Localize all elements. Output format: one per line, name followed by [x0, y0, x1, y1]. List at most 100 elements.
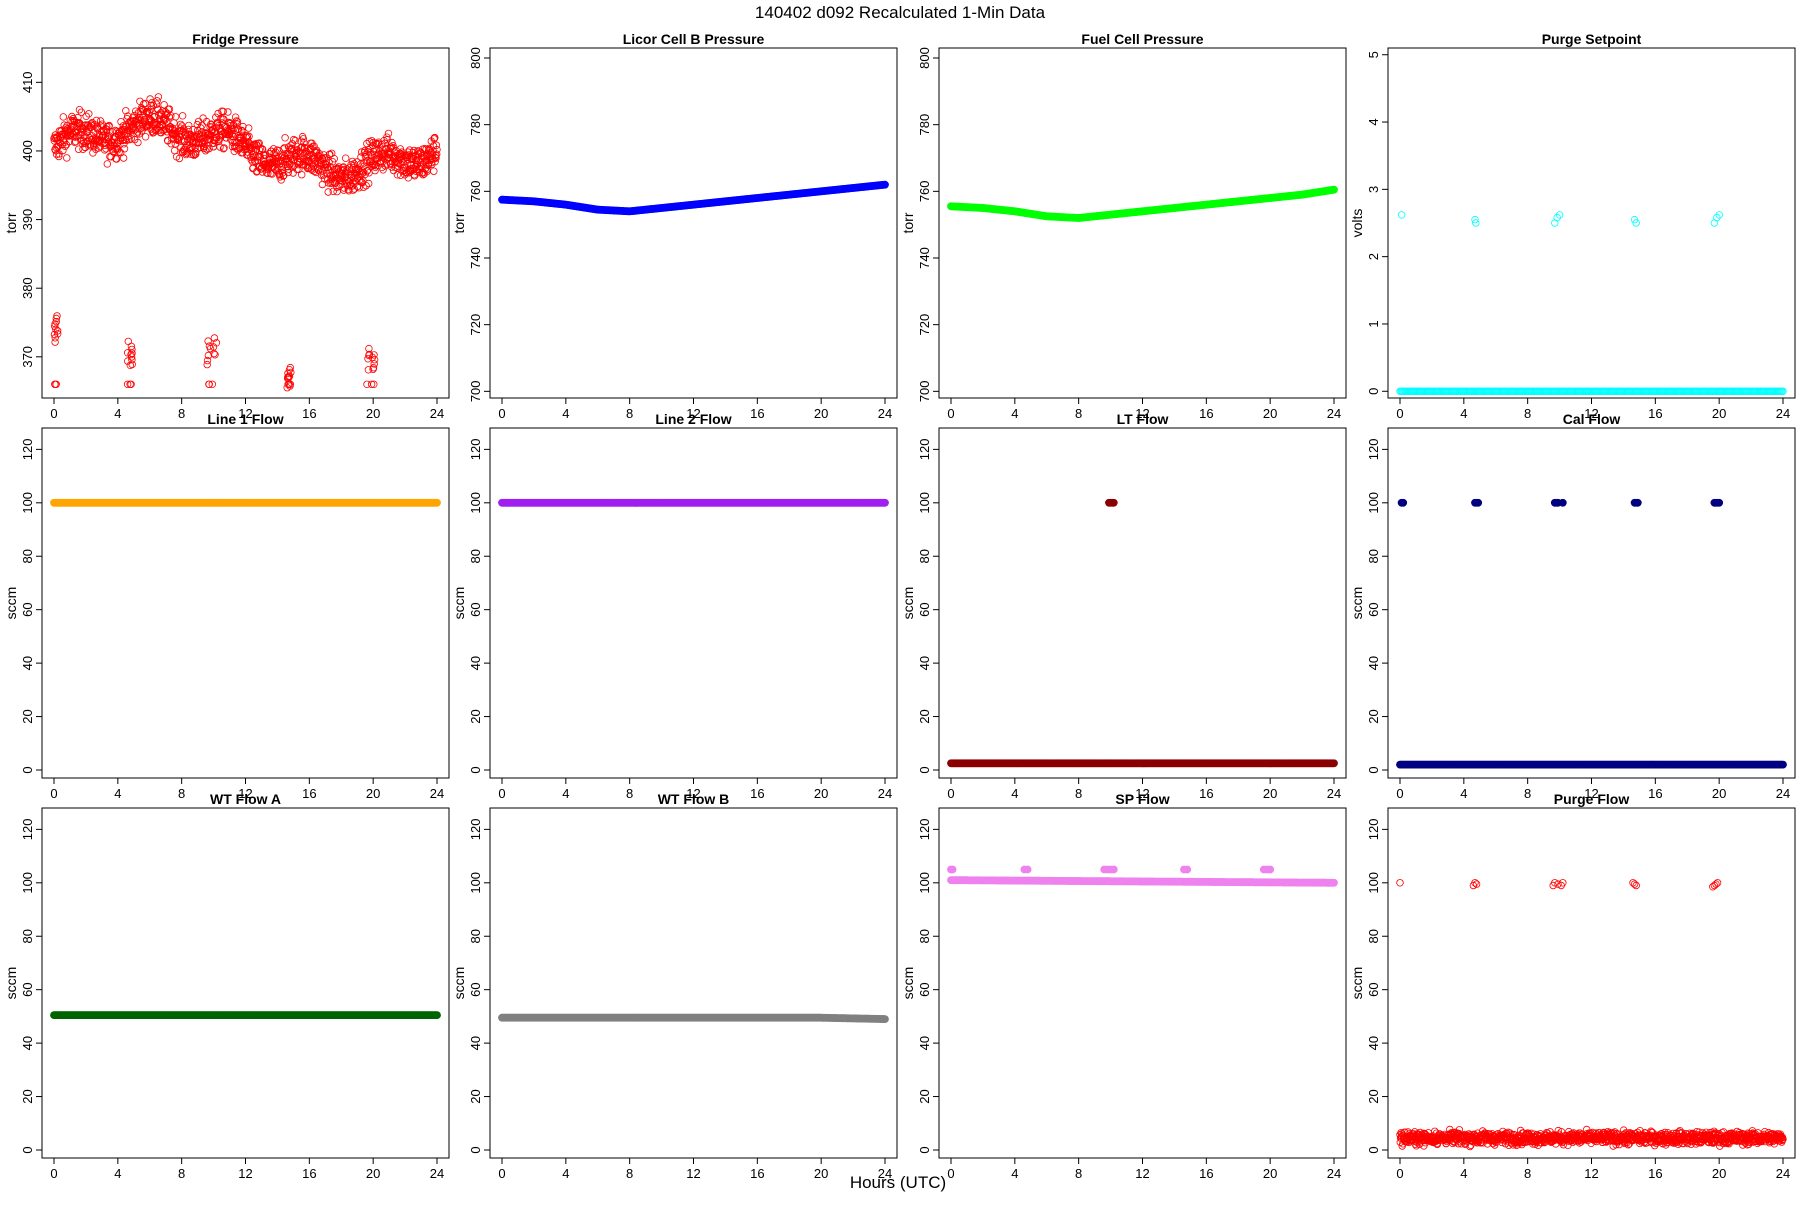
data-point — [120, 155, 127, 162]
x-tick-label: 20 — [366, 406, 380, 421]
chart-title: Licor Cell B Pressure — [623, 31, 765, 47]
data-point — [147, 96, 154, 103]
y-tick-label: 800 — [468, 47, 483, 69]
data-point — [60, 114, 67, 121]
x-tick-label: 8 — [626, 1166, 633, 1181]
data-point — [204, 361, 211, 368]
x-tick-label: 16 — [302, 406, 316, 421]
x-tick-label: 12 — [686, 1166, 700, 1181]
data-point — [245, 125, 252, 132]
x-tick-label: 24 — [430, 406, 444, 421]
x-tick-label: 8 — [1075, 406, 1082, 421]
y-tick-label: 0 — [917, 766, 932, 773]
plot-frame — [939, 48, 1346, 398]
data-point — [364, 381, 371, 388]
data-point — [171, 147, 178, 154]
y-axis-label: torr — [900, 212, 916, 233]
data-point — [881, 499, 888, 506]
data-point — [431, 168, 438, 175]
y-tick-label: 60 — [917, 602, 932, 616]
plot-frame — [939, 428, 1346, 778]
y-tick-label: 40 — [1366, 656, 1381, 670]
y-tick-label: 720 — [917, 314, 932, 336]
y-axis-label: torr — [3, 212, 19, 233]
y-tick-label: 0 — [917, 1146, 932, 1153]
y-axis-label: torr — [451, 212, 467, 233]
chart-title: Line 1 Flow — [207, 411, 283, 427]
y-tick-label: 760 — [468, 180, 483, 202]
x-tick-label: 16 — [750, 1166, 764, 1181]
x-tick-label: 0 — [50, 406, 57, 421]
x-tick-label: 4 — [114, 406, 121, 421]
x-tick-label: 0 — [498, 786, 505, 801]
x-tick-label: 16 — [750, 406, 764, 421]
y-tick-label: 20 — [917, 1089, 932, 1103]
y-tick-label: 0 — [1366, 388, 1381, 395]
x-tick-label: 16 — [1199, 786, 1213, 801]
y-tick-label: 60 — [1366, 602, 1381, 616]
y-tick-label: 120 — [20, 819, 35, 841]
data-point — [225, 109, 232, 116]
chart-title: SP Flow — [1115, 791, 1169, 807]
chart-title: Purge Setpoint — [1542, 31, 1642, 47]
chart-title: LT Flow — [1117, 411, 1169, 427]
x-tick-label: 20 — [1712, 406, 1726, 421]
x-tick-label: 8 — [626, 786, 633, 801]
data-point — [64, 155, 71, 162]
data-point — [1475, 499, 1482, 506]
y-tick-label: 2 — [1366, 253, 1381, 260]
chart-title: Line 2 Flow — [655, 411, 731, 427]
data-point — [1330, 186, 1337, 193]
y-tick-label: 120 — [1366, 439, 1381, 461]
x-tick-label: 20 — [1712, 786, 1726, 801]
data-point — [364, 167, 371, 174]
y-tick-label: 40 — [917, 1036, 932, 1050]
plot-frame — [939, 808, 1346, 1158]
y-tick-label: 100 — [1366, 492, 1381, 514]
x-tick-label: 4 — [1011, 406, 1018, 421]
x-tick-label: 24 — [1776, 786, 1790, 801]
data-point — [385, 130, 392, 137]
data-point — [1330, 760, 1337, 767]
x-tick-label: 8 — [1075, 786, 1082, 801]
plot-frame — [490, 428, 897, 778]
data-point — [1400, 499, 1407, 506]
x-tick-label: 0 — [498, 406, 505, 421]
x-tick-label: 0 — [947, 406, 954, 421]
y-tick-label: 80 — [20, 549, 35, 563]
y-tick-label: 40 — [468, 1036, 483, 1050]
x-tick-label: 16 — [1199, 1166, 1213, 1181]
y-tick-label: 700 — [468, 380, 483, 402]
x-tick-label: 4 — [562, 406, 569, 421]
plot-frame — [1388, 48, 1795, 398]
y-tick-label: 20 — [468, 1089, 483, 1103]
x-tick-label: 8 — [1075, 1166, 1082, 1181]
x-tick-label: 20 — [1263, 1166, 1277, 1181]
x-tick-label: 4 — [1460, 786, 1467, 801]
plot-frame — [42, 808, 449, 1158]
y-axis-label: sccm — [3, 967, 19, 1000]
data-point — [121, 145, 128, 152]
x-tick-label: 24 — [878, 406, 892, 421]
y-tick-label: 740 — [468, 247, 483, 269]
y-tick-label: 700 — [917, 380, 932, 402]
chart-title: Fridge Pressure — [192, 31, 299, 47]
page-title: 140402 d092 Recalculated 1-Min Data — [755, 3, 1046, 22]
y-tick-label: 120 — [468, 819, 483, 841]
data-point — [125, 338, 132, 345]
y-tick-label: 40 — [468, 656, 483, 670]
x-tick-label: 24 — [1327, 406, 1341, 421]
y-tick-label: 60 — [468, 982, 483, 996]
y-tick-label: 80 — [1366, 549, 1381, 563]
y-tick-label: 120 — [917, 819, 932, 841]
x-tick-label: 4 — [562, 1166, 569, 1181]
data-point — [129, 361, 136, 368]
data-point — [1779, 761, 1786, 768]
plot-frame — [1388, 428, 1795, 778]
data-point — [881, 181, 888, 188]
x-tick-label: 24 — [430, 786, 444, 801]
y-tick-label: 40 — [917, 656, 932, 670]
